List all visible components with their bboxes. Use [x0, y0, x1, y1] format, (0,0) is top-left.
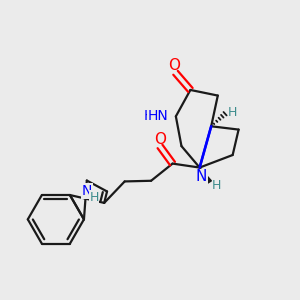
- Text: O: O: [154, 132, 166, 147]
- Text: O: O: [168, 58, 180, 73]
- Text: N: N: [82, 184, 92, 198]
- Text: H: H: [89, 190, 99, 203]
- Text: H: H: [89, 190, 99, 203]
- Text: H: H: [212, 179, 221, 192]
- Text: H: H: [228, 106, 237, 118]
- Polygon shape: [200, 168, 211, 184]
- Text: HN: HN: [143, 110, 164, 123]
- Text: HN: HN: [148, 110, 169, 123]
- Text: N: N: [196, 169, 207, 184]
- Text: N: N: [82, 184, 92, 198]
- Text: N: N: [196, 169, 207, 184]
